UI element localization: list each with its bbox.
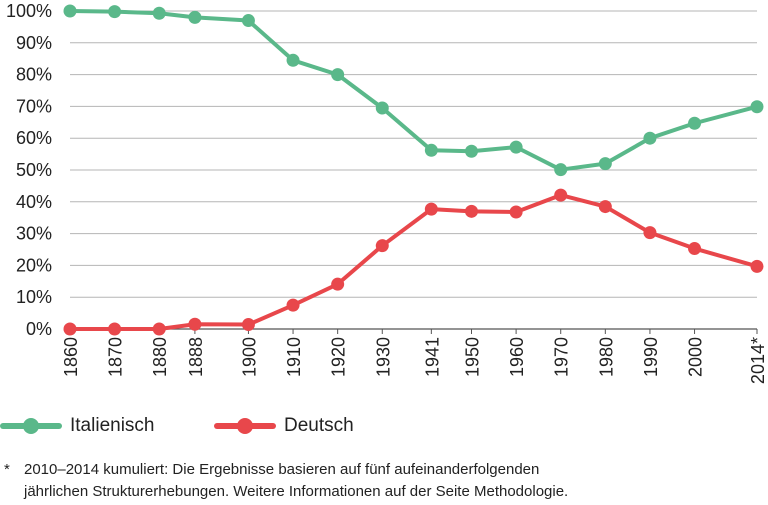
data-point-deutsch-2000 bbox=[688, 242, 702, 256]
data-point-deutsch-1880 bbox=[152, 322, 166, 336]
grid-lines bbox=[70, 10, 757, 330]
legend: Italienisch Deutsch bbox=[0, 412, 768, 440]
x-tick-label: 1900 bbox=[239, 337, 259, 377]
legend-item-deutsch: Deutsch bbox=[214, 412, 354, 440]
x-tick-label: 1960 bbox=[507, 337, 527, 377]
x-tick-label: 1888 bbox=[186, 337, 206, 377]
data-point-italienisch-1870 bbox=[108, 5, 122, 19]
x-tick-label: 1941 bbox=[422, 337, 442, 377]
x-tick-label: 1970 bbox=[552, 337, 572, 377]
footnote-line-1: 2010–2014 kumuliert: Die Ergebnisse basi… bbox=[24, 461, 540, 478]
footnote-mark: * bbox=[4, 461, 10, 478]
y-tick-label: 40% bbox=[16, 192, 52, 212]
data-point-italienisch-1941 bbox=[424, 143, 438, 157]
legend-item-italienisch: Italienisch bbox=[0, 412, 155, 440]
x-axis-tick-labels: 1860 1870 1880 1888 1900 1910 1920 1930 1941 1950… bbox=[61, 329, 768, 384]
data-point-italienisch-1970 bbox=[554, 163, 568, 177]
data-point-deutsch-1910 bbox=[286, 298, 300, 312]
x-tick-label: 1910 bbox=[284, 337, 304, 377]
data-point-deutsch-1970 bbox=[554, 188, 568, 202]
data-point-deutsch-2014* bbox=[750, 259, 764, 273]
data-point-deutsch-1870 bbox=[108, 322, 122, 336]
y-tick-label: 10% bbox=[16, 287, 52, 307]
data-point-deutsch-1941 bbox=[424, 202, 438, 216]
y-tick-label: 0% bbox=[26, 319, 52, 339]
line-chart: 0%10%20%30%40%50%60%70%80%90%100% 1860 18… bbox=[6, 1, 768, 384]
x-tick-label: 1880 bbox=[150, 337, 170, 377]
footnote: * 2010–2014 kumuliert: Die Ergebnisse ba… bbox=[4, 459, 704, 503]
data-point-italienisch-1990 bbox=[643, 131, 657, 145]
y-tick-label: 50% bbox=[16, 160, 52, 180]
data-point-italienisch-1980 bbox=[598, 157, 612, 171]
y-axis-tick-labels: 0% 10% 20% 30% 40% 50% 60% 70% 80% 90% 100% bbox=[6, 1, 52, 339]
y-tick-label: 90% bbox=[16, 33, 52, 53]
legend-swatch-deutsch bbox=[214, 412, 276, 440]
data-point-italienisch-1950 bbox=[464, 144, 478, 158]
x-tick-label: 1870 bbox=[106, 337, 126, 377]
legend-label-deutsch: Deutsch bbox=[284, 415, 354, 436]
data-point-deutsch-1920 bbox=[331, 277, 345, 291]
data-point-italienisch-2000 bbox=[688, 116, 702, 130]
y-tick-label: 20% bbox=[16, 255, 52, 275]
x-tick-label: 2014* bbox=[748, 337, 768, 384]
data-point-deutsch-1860 bbox=[63, 322, 77, 336]
series-line-deutsch bbox=[68, 193, 759, 331]
data-point-italienisch-1860 bbox=[63, 4, 77, 18]
data-point-deutsch-1950 bbox=[464, 204, 478, 218]
x-tick-label: 1980 bbox=[596, 337, 616, 377]
series-lines bbox=[63, 4, 764, 336]
y-tick-label: 70% bbox=[16, 96, 52, 116]
x-tick-label: 1990 bbox=[641, 337, 661, 377]
data-point-deutsch-1980 bbox=[598, 200, 612, 214]
x-tick-label: 1950 bbox=[462, 337, 482, 377]
data-point-deutsch-1960 bbox=[509, 205, 523, 219]
data-point-deutsch-1900 bbox=[241, 318, 255, 332]
series-line-italienisch bbox=[68, 9, 759, 172]
y-tick-label: 80% bbox=[16, 65, 52, 85]
data-point-italienisch-1880 bbox=[152, 6, 166, 20]
data-point-italienisch-1900 bbox=[241, 14, 255, 28]
x-tick-label: 2000 bbox=[686, 337, 706, 377]
data-point-italienisch-1910 bbox=[286, 53, 300, 67]
data-point-italienisch-2014* bbox=[750, 100, 764, 114]
legend-label-italienisch: Italienisch bbox=[70, 415, 155, 436]
y-tick-label: 60% bbox=[16, 128, 52, 148]
y-tick-label: 100% bbox=[6, 1, 52, 21]
x-tick-label: 1930 bbox=[373, 337, 393, 377]
legend-swatch-italienisch bbox=[0, 412, 62, 440]
x-tick-label: 1860 bbox=[61, 337, 81, 377]
data-point-deutsch-1990 bbox=[643, 226, 657, 240]
data-point-deutsch-1930 bbox=[375, 239, 389, 253]
data-point-italienisch-1960 bbox=[509, 140, 523, 154]
x-tick-label: 1920 bbox=[329, 337, 349, 377]
y-tick-label: 30% bbox=[16, 224, 52, 244]
data-point-italienisch-1920 bbox=[331, 68, 345, 82]
data-point-deutsch-1888 bbox=[188, 317, 202, 331]
data-point-italienisch-1930 bbox=[375, 101, 389, 115]
data-point-italienisch-1888 bbox=[188, 10, 202, 24]
footnote-line-2: jährlichen Strukturerhebungen. Weitere I… bbox=[24, 483, 569, 500]
